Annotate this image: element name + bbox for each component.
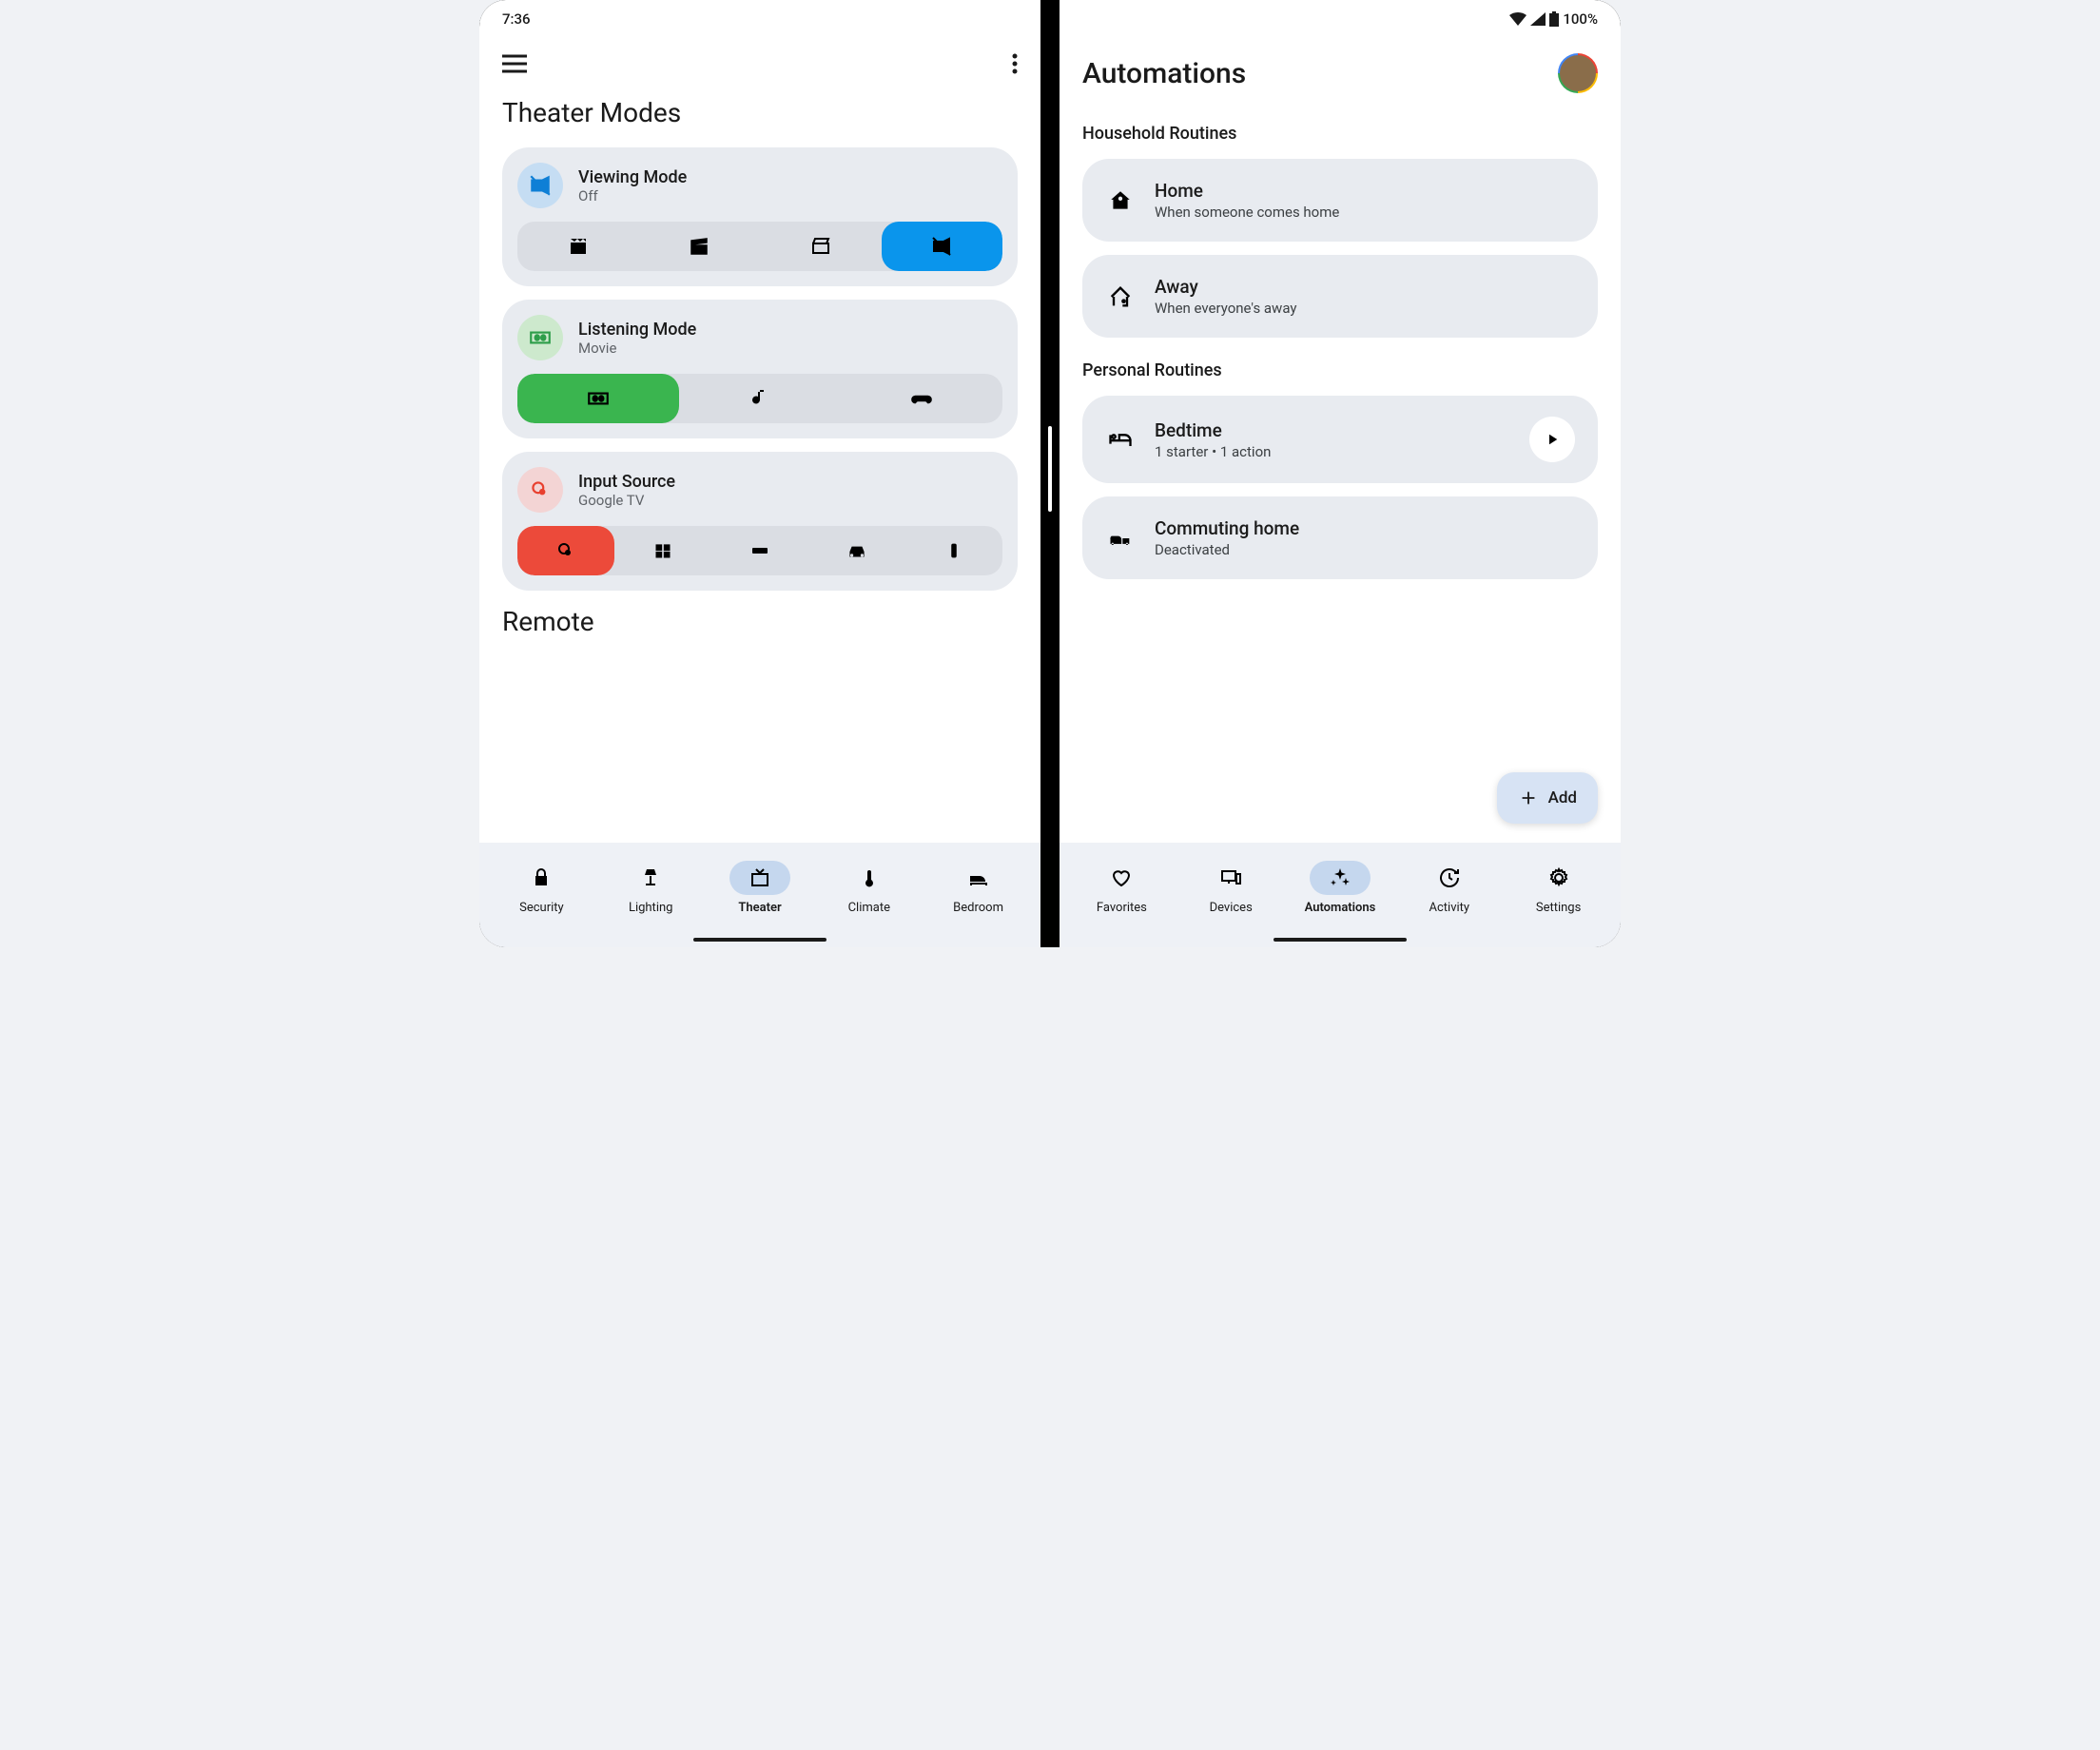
listening-mode-card: Listening Mode Movie xyxy=(502,300,1018,438)
clapper-open-icon[interactable] xyxy=(760,222,882,271)
wifi-icon xyxy=(1509,12,1526,26)
car-icon[interactable] xyxy=(808,526,905,575)
section-remote: Remote xyxy=(502,606,1018,637)
nav-security[interactable]: Security xyxy=(487,861,596,915)
video-off-icon[interactable] xyxy=(882,222,1003,271)
nav-devices[interactable]: Devices xyxy=(1176,861,1286,915)
page-title: Automations xyxy=(1082,57,1246,90)
card-title: Viewing Mode xyxy=(578,167,1002,187)
plus-icon xyxy=(1518,788,1539,808)
routine-commuting[interactable]: Commuting home Deactivated xyxy=(1082,496,1598,579)
music-icon[interactable] xyxy=(679,374,841,423)
video-off-icon xyxy=(517,163,563,208)
gesture-handle xyxy=(693,938,826,942)
nav-bedroom[interactable]: Bedroom xyxy=(924,861,1033,915)
card-subtitle: Off xyxy=(578,187,1002,204)
dolby-icon[interactable] xyxy=(517,374,679,423)
dolby-icon xyxy=(517,315,563,360)
card-subtitle: Movie xyxy=(578,340,1002,357)
chromecast-icon xyxy=(517,467,563,513)
bed-icon xyxy=(1105,426,1136,453)
profile-avatar[interactable] xyxy=(1558,53,1598,93)
nav-automations[interactable]: Automations xyxy=(1286,861,1395,915)
device-hinge xyxy=(1040,0,1060,947)
nav-climate[interactable]: Climate xyxy=(814,861,924,915)
bottom-nav-left: Security Lighting Theater Climate Bedroo… xyxy=(479,843,1040,947)
windows-icon[interactable] xyxy=(614,526,711,575)
card-title: Input Source xyxy=(578,472,1002,492)
status-bar-right: 100% xyxy=(1060,0,1621,38)
section-theater-modes: Theater Modes xyxy=(502,97,1018,128)
more-icon[interactable] xyxy=(1012,53,1018,74)
card-subtitle: Google TV xyxy=(578,492,1002,509)
routine-away[interactable]: Away When everyone's away xyxy=(1082,255,1598,338)
signal-icon xyxy=(1530,12,1546,26)
gamepad-icon[interactable] xyxy=(841,374,1002,423)
viewing-mode-card: Viewing Mode Off xyxy=(502,147,1018,286)
bottom-nav-right: Favorites Devices Automations Activity S… xyxy=(1060,843,1621,947)
card-title: Listening Mode xyxy=(578,320,1002,340)
nav-theater[interactable]: Theater xyxy=(706,861,815,915)
commute-icon xyxy=(1105,525,1136,552)
add-button[interactable]: Add xyxy=(1497,772,1598,824)
left-screen: 7:36 Theater Modes Viewing Mode Off xyxy=(479,0,1040,947)
routine-home[interactable]: Home When someone comes home xyxy=(1082,159,1598,242)
chromecast-icon[interactable] xyxy=(517,526,614,575)
routine-bedtime[interactable]: Bedtime 1 starter • 1 action xyxy=(1082,396,1598,483)
status-bar-left: 7:36 xyxy=(479,0,1040,38)
input-source-card: Input Source Google TV xyxy=(502,452,1018,591)
clock: 7:36 xyxy=(502,10,531,28)
household-routines-header: Household Routines xyxy=(1082,124,1598,144)
nes-icon[interactable] xyxy=(711,526,808,575)
battery-icon xyxy=(1549,11,1559,27)
nav-settings[interactable]: Settings xyxy=(1504,861,1613,915)
movie-icon[interactable] xyxy=(517,222,639,271)
gesture-handle xyxy=(1274,938,1407,942)
nav-lighting[interactable]: Lighting xyxy=(596,861,706,915)
nav-activity[interactable]: Activity xyxy=(1394,861,1504,915)
right-screen: 100% Automations Household Routines Home… xyxy=(1060,0,1621,947)
personal-routines-header: Personal Routines xyxy=(1082,360,1598,380)
clapper-icon[interactable] xyxy=(639,222,761,271)
away-icon xyxy=(1105,283,1136,310)
play-button[interactable] xyxy=(1529,417,1575,462)
menu-icon[interactable] xyxy=(502,54,527,73)
home-icon xyxy=(1105,188,1136,213)
nav-favorites[interactable]: Favorites xyxy=(1067,861,1176,915)
battery-pct: 100% xyxy=(1563,10,1598,28)
watch-icon[interactable] xyxy=(905,526,1002,575)
